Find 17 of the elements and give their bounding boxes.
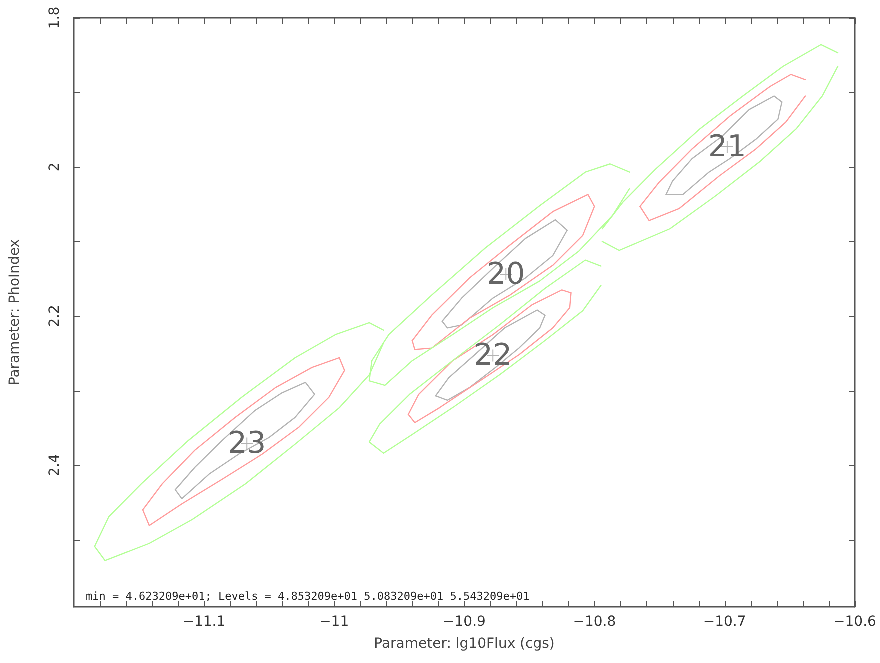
- annotation: 22: [474, 338, 512, 374]
- x-tick-label: −10.8: [573, 614, 616, 630]
- y-tick-label: 2.2: [47, 305, 63, 328]
- x-tick-label: −11.1: [182, 614, 226, 630]
- annotation: min = 4.623209e+01; Levels = 4.853209e+01 5.083209e+01 5.543209e+01: [86, 590, 530, 603]
- x-tick-label: −10.9: [443, 614, 486, 630]
- x-axis-title: Parameter: lg10Flux (cgs): [374, 636, 555, 652]
- annotation: 21: [708, 129, 747, 164]
- x-tick-label: −10.7: [703, 614, 746, 630]
- y-axis-title: Parameter: PhoIndex: [7, 239, 23, 386]
- x-tick-label: −10.6: [834, 614, 877, 630]
- x-tick-label: −11: [320, 614, 350, 630]
- annotation: 23: [228, 426, 266, 462]
- y-tick-label: 2: [47, 162, 63, 172]
- annotation: 20: [487, 256, 526, 292]
- y-tick-label: 2.4: [47, 454, 63, 476]
- y-tick-label: 1.8: [47, 6, 63, 30]
